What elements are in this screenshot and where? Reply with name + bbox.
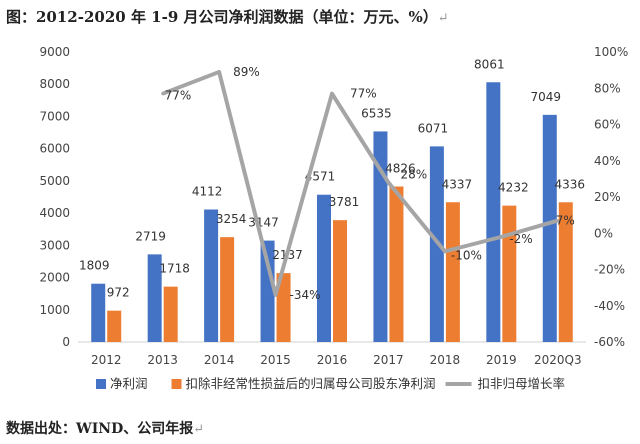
x-tick-label: 2017: [373, 353, 404, 367]
y-left-tick-label: 4000: [39, 206, 70, 220]
legend-label: 扣非归母增长率: [478, 376, 566, 391]
y-right-tick-label: -40%: [594, 299, 625, 313]
y-left-tick-label: 2000: [39, 271, 70, 285]
bar: [220, 237, 235, 342]
bar: [542, 114, 557, 342]
chart-title-text: 图：2012-2020 年 1-9 月公司净利润数据（单位：万元、%）: [6, 8, 438, 26]
bar: [107, 310, 122, 342]
bar: [445, 202, 460, 342]
growth-rate-label: -10%: [451, 248, 482, 262]
growth-rate-point: [499, 235, 503, 239]
bar-value-label: 3147: [248, 216, 279, 230]
growth-rate-label: 77%: [165, 89, 192, 103]
x-tick-label: 2020Q3: [534, 353, 582, 367]
bar-value-label: 4826: [385, 161, 416, 175]
bar-value-label: 7049: [531, 90, 562, 104]
y-left-tick-label: 0: [62, 335, 70, 349]
y-left-tick-label: 5000: [39, 174, 70, 188]
bar: [163, 286, 178, 342]
x-tick-label: 2016: [317, 353, 348, 367]
bar: [317, 194, 331, 342]
y-right-tick-label: 60%: [594, 118, 621, 132]
bar-value-label: 4232: [498, 181, 529, 195]
legend-swatch: [171, 379, 182, 389]
bar-value-label: 8061: [474, 57, 505, 71]
bar: [486, 82, 501, 343]
bar-value-label: 3254: [216, 212, 247, 226]
bar-value-label: 4337: [442, 177, 473, 191]
bar: [558, 202, 573, 342]
chart-svg: 0 1000 2000 3000 4000 5000 6000 7000 8000 9000 -60…: [39, 45, 628, 391]
y-right-tick-label: -20%: [594, 263, 625, 277]
growth-rate-point: [274, 293, 278, 297]
growth-rate-label: 89%: [233, 65, 260, 79]
growth-rate-point: [330, 92, 334, 96]
legend-label: 净利润: [110, 376, 148, 391]
x-tick-label: 2015: [260, 353, 291, 367]
bar: [502, 205, 517, 342]
growth-rate-point: [443, 249, 447, 253]
chart-title: 图：2012-2020 年 1-9 月公司净利润数据（单位：万元、%）↵: [6, 6, 449, 27]
bar: [91, 283, 106, 342]
bar-value-label: 2719: [135, 229, 166, 243]
return-mark: ↵: [193, 422, 205, 437]
y-left-tick-label: 7000: [39, 109, 70, 123]
bar: [373, 131, 388, 342]
y-left-tick-label: 9000: [39, 45, 70, 59]
x-tick-label: 2019: [486, 353, 517, 367]
growth-rate-label: 77%: [350, 87, 377, 101]
bar: [204, 209, 219, 342]
y-left-tick-label: 3000: [39, 238, 70, 252]
y-right-tick-label: 100%: [594, 45, 628, 59]
x-tick-label: 2018: [430, 353, 461, 367]
x-tick-label: 2013: [147, 353, 178, 367]
bar-value-label: 972: [107, 286, 130, 300]
y-right-tick-label: 80%: [594, 81, 621, 95]
growth-rate-label: -34%: [290, 288, 321, 302]
bar: [147, 254, 162, 342]
bar: [276, 273, 291, 342]
legend-swatch: [96, 379, 106, 389]
y-right-tick-label: 0%: [594, 226, 613, 240]
growth-rate-label: -2%: [509, 232, 532, 246]
legend-label: 扣除非经常性损益后的归属母公司股东净利润: [186, 376, 436, 391]
growth-rate-point: [161, 92, 165, 96]
chart-area: 0 1000 2000 3000 4000 5000 6000 7000 8000 9000 -60…: [0, 30, 640, 415]
growth-rate-point: [556, 219, 560, 223]
bar: [333, 220, 347, 342]
growth-rate-label: 7%: [556, 214, 575, 228]
x-tick-label: 2014: [204, 353, 235, 367]
bar: [389, 186, 404, 342]
y-left-tick-label: 1000: [39, 303, 70, 317]
growth-rate-point: [386, 181, 390, 184]
bar-value-label: 1809: [79, 259, 110, 273]
y-right-tick-label: 40%: [594, 154, 621, 168]
bar-value-label: 4571: [305, 170, 336, 184]
y-left-tick-label: 6000: [39, 142, 70, 156]
source-text: 数据出处：WIND、公司年报: [6, 421, 194, 437]
y-left-tick-label: 8000: [39, 77, 70, 91]
source-note: 数据出处：WIND、公司年报↵: [6, 418, 204, 438]
bar-value-label: 1718: [159, 262, 190, 276]
y-right-tick-label: -60%: [594, 335, 625, 349]
bar-value-label: 6535: [361, 106, 392, 120]
bar-value-label: 3781: [329, 195, 360, 209]
x-tick-label: 2012: [91, 353, 122, 367]
bar: [260, 240, 275, 342]
bar-value-label: 6071: [418, 121, 449, 135]
y-right-tick-label: 20%: [594, 190, 621, 204]
growth-rate-point: [217, 70, 221, 74]
bar-value-label: 4112: [192, 185, 223, 199]
growth-rate-line: [161, 69, 559, 297]
return-mark: ↵: [437, 11, 449, 26]
growth-rate-label: 28%: [400, 168, 427, 182]
bar-value-label: 4336: [555, 177, 586, 191]
